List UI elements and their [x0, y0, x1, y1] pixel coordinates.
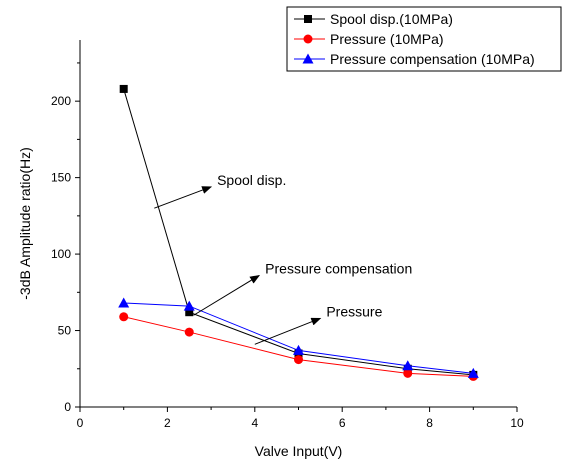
annotation-label: Pressure: [326, 303, 382, 319]
series-circle: [119, 312, 478, 381]
annotation-arrow: [154, 186, 213, 209]
legend-marker: [302, 53, 314, 64]
data-point: [403, 368, 413, 378]
x-tick-label: 2: [164, 416, 171, 430]
legend-item: Pressure (10MPa): [294, 31, 444, 47]
legend-box: [286, 6, 562, 72]
annotation-label: Spool disp.: [217, 172, 286, 188]
legend-label: Pressure compensation (10MPa): [330, 51, 535, 67]
x-tick-label: 8: [426, 416, 433, 430]
legend-marker: [304, 15, 312, 23]
y-tick-label: 100: [51, 247, 71, 261]
data-point: [293, 344, 304, 355]
annotation-arrow: [193, 274, 261, 316]
series-triangle: [118, 297, 479, 378]
x-axis-label: Valve Input(V): [255, 443, 343, 459]
series-square: [119, 84, 478, 379]
y-tick-label: 150: [51, 171, 71, 185]
y-tick-label: 0: [64, 400, 71, 414]
data-point: [183, 300, 195, 311]
legend: Spool disp.(10MPa) Pressure (10MPa) Pressu…: [286, 6, 562, 72]
data-point: [184, 327, 194, 337]
x-tick-label: 10: [510, 416, 524, 430]
series-layer: [118, 84, 479, 381]
legend-marker: [303, 34, 313, 44]
data-point: [294, 355, 303, 365]
annotation-label: Pressure compensation: [265, 260, 412, 276]
legend-label: Pressure (10MPa): [330, 31, 444, 47]
data-point: [119, 312, 129, 322]
legend-label: Spool disp.(10MPa): [330, 11, 453, 27]
y-tick-label: 50: [58, 324, 72, 338]
annotations: Spool disp. Pressure compensation Pressure: [154, 172, 412, 345]
data-point: [467, 367, 479, 378]
data-point: [402, 360, 414, 371]
data-point: [119, 84, 128, 93]
x-tick-label: 4: [251, 416, 258, 430]
data-point: [185, 308, 194, 317]
x-tick-label: 0: [77, 416, 84, 430]
y-tick-label: 200: [51, 94, 71, 108]
series-line: [123, 88, 474, 376]
annotation-arrow: [254, 317, 322, 345]
data-point: [118, 297, 130, 308]
y-axis-label: -3dB Amplitude ratio(Hz): [17, 147, 33, 300]
legend-item: Spool disp.(10MPa): [294, 11, 453, 27]
x-tick-label: 6: [339, 416, 346, 430]
legend-item: Pressure compensation (10MPa): [294, 51, 535, 67]
